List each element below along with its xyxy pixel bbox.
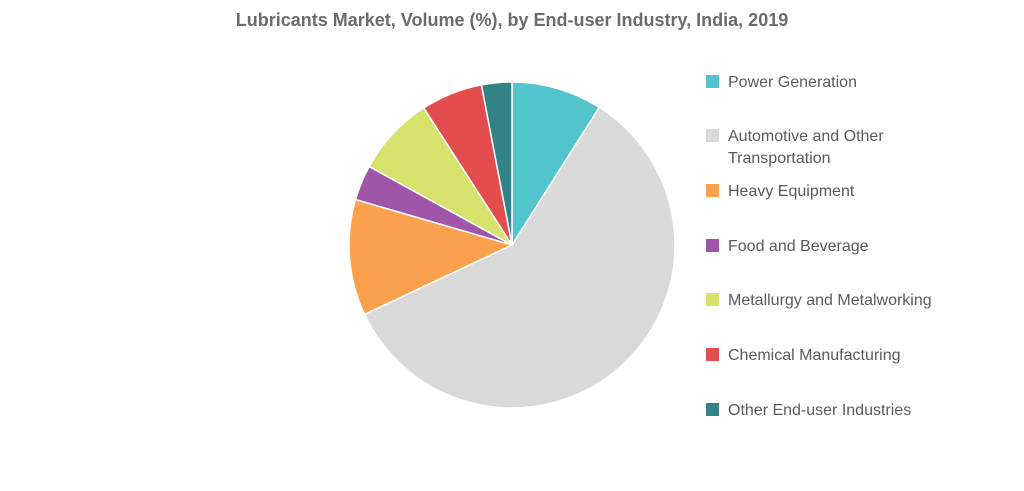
legend-item-power-generation: Power Generation: [706, 72, 968, 94]
pie-slice-automotive-and-other-transportation: [363, 106, 676, 409]
legend-label: Metallurgy and Metalworking: [728, 292, 932, 309]
legend-label: Chemical Manufacturing: [728, 347, 901, 364]
pie-slice-other-end-user-industries: [480, 81, 513, 246]
legend-item-metallurgy-and-metalworking: Metallurgy and Metalworking: [706, 290, 968, 312]
chart-legend: Power Generation Automotive and Other Tra…: [706, 0, 1016, 491]
pie-slice-heavy-equipment: [348, 198, 515, 316]
legend-item-food-and-beverage: Food and Beverage: [706, 236, 968, 258]
legend-swatch: [706, 184, 719, 197]
legend-label: Heavy Equipment: [728, 183, 855, 200]
legend-swatch: [706, 129, 719, 142]
legend-swatch: [706, 239, 719, 252]
pie-slice-power-generation: [511, 81, 601, 248]
legend-label: Other End-user Industries: [728, 402, 912, 419]
legend-swatch: [706, 403, 719, 416]
legend-label: Automotive and Other Transportation: [728, 128, 884, 167]
legend-swatch: [706, 293, 719, 306]
legend-item-heavy-equipment: Heavy Equipment: [706, 181, 968, 203]
legend-label: Food and Beverage: [728, 238, 869, 255]
chart-title: Lubricants Market, Volume (%), by End-us…: [235, 10, 789, 30]
legend-label: Power Generation: [728, 74, 857, 91]
legend-item-other-end-user-industries: Other End-user Industries: [706, 400, 968, 422]
legend-swatch: [706, 75, 719, 88]
legend-item-automotive-and-other-transportation: Automotive and Other Transportation: [706, 126, 968, 170]
legend-swatch: [706, 348, 719, 361]
legend-item-chemical-manufacturing: Chemical Manufacturing: [706, 345, 968, 367]
